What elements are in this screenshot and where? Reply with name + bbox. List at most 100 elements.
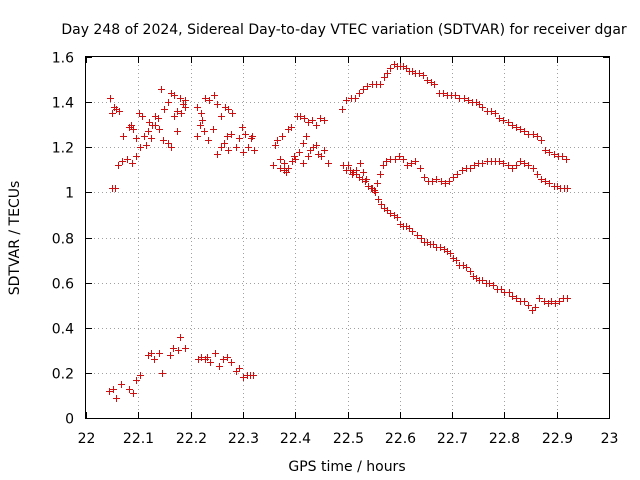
data-point: [171, 92, 178, 99]
x-axis-label: GPS time / hours: [288, 459, 405, 475]
data-point: [356, 90, 363, 97]
data-point: [151, 356, 158, 363]
data-point: [383, 158, 390, 165]
data-point: [236, 135, 243, 142]
data-point: [317, 115, 324, 122]
data-point: [363, 176, 370, 183]
data-point: [406, 225, 413, 232]
data-point: [178, 110, 185, 117]
data-point: [564, 295, 571, 302]
data-point: [542, 178, 549, 185]
data-point: [476, 101, 483, 108]
data-point: [214, 101, 221, 108]
data-point: [145, 128, 152, 135]
data-point: [506, 289, 513, 296]
data-point: [228, 131, 235, 138]
data-point: [113, 395, 120, 402]
data-point: [534, 133, 541, 140]
data-point: [137, 144, 144, 151]
data-point: [394, 214, 401, 221]
x-tick-label: 22.4: [280, 431, 311, 447]
data-point: [177, 95, 184, 102]
data-point: [198, 354, 205, 361]
data-point: [430, 241, 437, 248]
data-point: [467, 165, 474, 172]
data-point: [224, 133, 231, 140]
data-point: [384, 207, 391, 214]
x-tick-label: 22: [78, 431, 96, 447]
data-point: [207, 359, 214, 366]
data-point: [496, 158, 503, 165]
data-point: [199, 117, 206, 124]
data-point: [400, 156, 407, 163]
data-point: [442, 180, 449, 187]
data-point: [530, 165, 537, 172]
data-point: [133, 135, 140, 142]
data-point: [500, 117, 507, 124]
data-point: [339, 106, 346, 113]
x-tick-label: 22.7: [437, 431, 468, 447]
data-point: [277, 156, 284, 163]
data-point: [421, 174, 428, 181]
data-point: [521, 160, 528, 167]
data-point: [130, 126, 137, 133]
data-point: [305, 153, 312, 160]
data-point: [130, 390, 137, 397]
data-point: [450, 174, 457, 181]
data-point: [182, 97, 189, 104]
data-point: [194, 104, 201, 111]
data-point: [343, 97, 350, 104]
plot-frame: [85, 56, 610, 419]
data-point: [438, 178, 445, 185]
data-point: [517, 126, 524, 133]
data-point: [509, 165, 516, 172]
data-point: [513, 124, 520, 131]
data-point: [313, 142, 320, 149]
data-point: [182, 345, 189, 352]
data-point: [129, 160, 136, 167]
data-point: [270, 162, 277, 169]
data-point: [218, 144, 225, 151]
data-point: [202, 95, 209, 102]
data-point: [318, 153, 325, 160]
x-tick-label: 22.8: [489, 431, 520, 447]
data-point: [146, 119, 153, 126]
data-point: [197, 122, 204, 129]
data-point: [505, 119, 512, 126]
data-point: [420, 72, 427, 79]
data-point: [143, 142, 150, 149]
data-point: [364, 83, 371, 90]
data-point: [313, 122, 320, 129]
data-point: [292, 156, 299, 163]
data-point: [536, 295, 543, 302]
data-point: [417, 165, 424, 172]
data-point: [548, 298, 555, 305]
data-point: [221, 140, 228, 147]
data-point: [403, 65, 410, 72]
data-point: [452, 92, 459, 99]
data-point: [141, 133, 148, 140]
data-point: [521, 128, 528, 135]
data-point: [249, 133, 256, 140]
data-point: [509, 293, 516, 300]
data-point: [177, 334, 184, 341]
data-point: [492, 110, 499, 117]
data-point: [206, 97, 213, 104]
data-point: [546, 149, 553, 156]
data-point: [106, 388, 113, 395]
grid-lines: [86, 57, 609, 418]
data-point: [530, 131, 537, 138]
data-point: [307, 147, 314, 154]
data-point: [446, 178, 453, 185]
data-point: [490, 282, 497, 289]
data-point: [529, 307, 536, 314]
data-point: [119, 158, 126, 165]
data-point: [542, 147, 549, 154]
data-point: [377, 171, 384, 178]
data-point: [159, 370, 166, 377]
data-point: [211, 92, 218, 99]
data-point: [396, 153, 403, 160]
data-point: [224, 354, 231, 361]
x-tick-label: 22.2: [176, 431, 207, 447]
